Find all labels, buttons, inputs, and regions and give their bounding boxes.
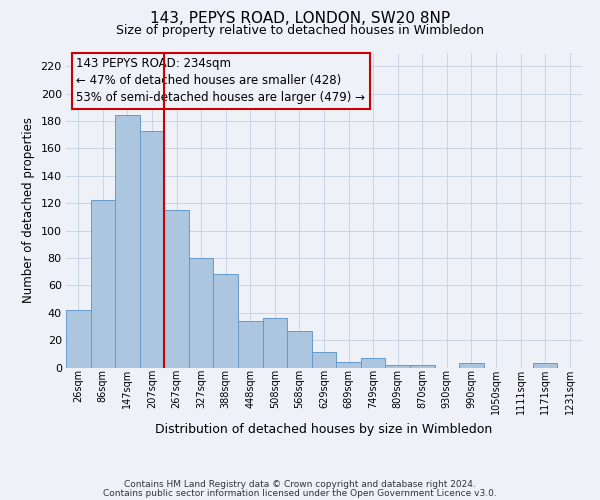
Text: 143, PEPYS ROAD, LONDON, SW20 8NP: 143, PEPYS ROAD, LONDON, SW20 8NP: [150, 11, 450, 26]
Bar: [189, 258, 214, 368]
Text: Contains public sector information licensed under the Open Government Licence v3: Contains public sector information licen…: [103, 489, 497, 498]
Bar: [287, 330, 312, 368]
Bar: [533, 364, 557, 368]
Bar: [115, 116, 140, 368]
Bar: [410, 365, 434, 368]
Bar: [385, 365, 410, 368]
Text: 143 PEPYS ROAD: 234sqm
← 47% of detached houses are smaller (428)
53% of semi-de: 143 PEPYS ROAD: 234sqm ← 47% of detached…: [76, 57, 365, 104]
Bar: [214, 274, 238, 368]
Text: Size of property relative to detached houses in Wimbledon: Size of property relative to detached ho…: [116, 24, 484, 37]
Bar: [238, 321, 263, 368]
Bar: [91, 200, 115, 368]
Bar: [361, 358, 385, 368]
X-axis label: Distribution of detached houses by size in Wimbledon: Distribution of detached houses by size …: [155, 422, 493, 436]
Bar: [459, 364, 484, 368]
Text: Contains HM Land Registry data © Crown copyright and database right 2024.: Contains HM Land Registry data © Crown c…: [124, 480, 476, 489]
Bar: [336, 362, 361, 368]
Bar: [164, 210, 189, 368]
Bar: [263, 318, 287, 368]
Bar: [140, 130, 164, 368]
Bar: [66, 310, 91, 368]
Bar: [312, 352, 336, 368]
Y-axis label: Number of detached properties: Number of detached properties: [22, 117, 35, 303]
